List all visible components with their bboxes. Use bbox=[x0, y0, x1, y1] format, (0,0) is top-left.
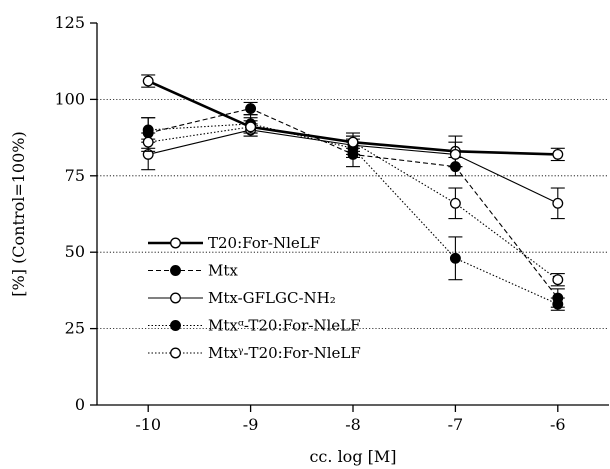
data-point bbox=[553, 199, 563, 209]
legend-label: Mtxᵞ-T20:For-NleLF bbox=[208, 344, 361, 362]
legend: T20:For-NleLF Mtx Mtx-GFLGC-NH₂ Mtxᵅ-T20:Fo… bbox=[148, 234, 361, 362]
legend-marker bbox=[171, 348, 181, 358]
x-tick-label: -7 bbox=[448, 415, 464, 434]
data-point bbox=[451, 199, 461, 209]
legend-label: Mtx-GFLGC-NH₂ bbox=[208, 289, 336, 307]
x-axis-title: cc. log [M] bbox=[309, 447, 396, 466]
data-point bbox=[553, 150, 563, 160]
data-point bbox=[246, 122, 256, 132]
data-point bbox=[451, 150, 461, 160]
legend-item: Mtx-GFLGC-NH₂ bbox=[148, 289, 336, 307]
data-series bbox=[141, 75, 565, 310]
legend-marker bbox=[171, 293, 181, 303]
y-tick-label: 125 bbox=[54, 13, 85, 32]
data-point bbox=[246, 104, 256, 114]
x-tick-label: -8 bbox=[345, 415, 361, 434]
data-point bbox=[451, 254, 461, 264]
legend-marker bbox=[171, 238, 181, 248]
x-tick-label: -6 bbox=[550, 415, 566, 434]
y-axis-title: [%] (Control=100%) bbox=[9, 131, 28, 296]
x-tick-label: -10 bbox=[135, 415, 161, 434]
y-tick-label: 0 bbox=[75, 395, 85, 414]
y-tick-label: 50 bbox=[65, 242, 85, 261]
legend-marker bbox=[171, 266, 181, 276]
legend-item: T20:For-NleLF bbox=[148, 234, 320, 252]
legend-item: Mtxᵅ-T20:For-NleLF bbox=[148, 317, 361, 335]
data-point bbox=[143, 76, 153, 86]
data-point bbox=[348, 137, 358, 147]
y-tick-label: 75 bbox=[65, 166, 85, 185]
legend-item: Mtxᵞ-T20:For-NleLF bbox=[148, 344, 361, 362]
legend-label: Mtx bbox=[208, 262, 238, 280]
legend-item: Mtx bbox=[148, 262, 238, 280]
series-5 bbox=[141, 121, 565, 286]
x-tick-label: -9 bbox=[243, 415, 259, 434]
legend-label: Mtxᵅ-T20:For-NleLF bbox=[208, 317, 361, 335]
data-point bbox=[553, 275, 563, 285]
data-point bbox=[143, 137, 153, 147]
y-tick-label: 25 bbox=[65, 319, 85, 338]
legend-label: T20:For-NleLF bbox=[208, 234, 320, 252]
y-tick-label: 100 bbox=[54, 89, 85, 108]
axes: 0 25 50 75 100 125 -10 -9 -8 -7 -6 bbox=[54, 13, 609, 434]
data-point bbox=[553, 299, 563, 309]
legend-marker bbox=[171, 321, 181, 331]
